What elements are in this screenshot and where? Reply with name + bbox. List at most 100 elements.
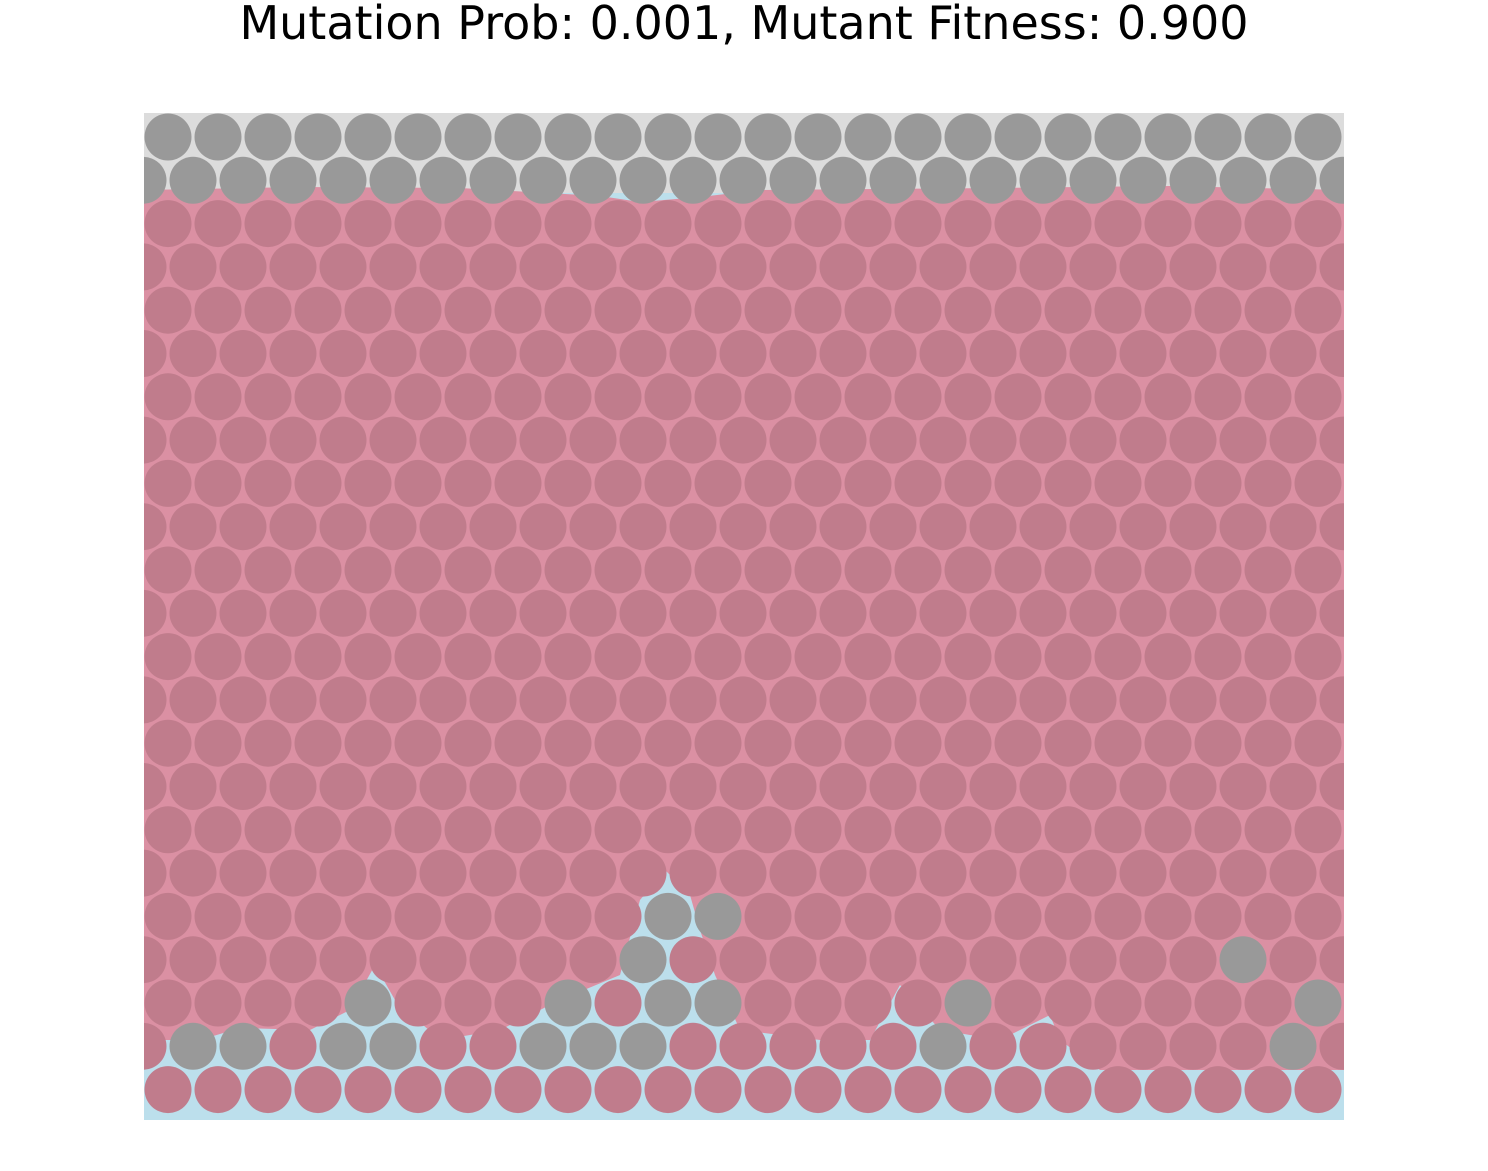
mutant-cell (819, 936, 867, 984)
wild-cell (544, 979, 592, 1027)
mutant-cell (394, 979, 442, 1027)
mutant-cell (944, 806, 992, 854)
mutant-cell (144, 373, 192, 421)
mutant-cell (969, 330, 1017, 377)
mutant-cell (1269, 676, 1317, 724)
mutant-cell (569, 330, 617, 377)
mutant-cell (994, 979, 1042, 1027)
mutant-cell (919, 589, 967, 637)
mutant-cell (444, 1066, 492, 1114)
mutant-cell (669, 849, 717, 897)
mutant-cell (294, 633, 342, 681)
mutant-cell (794, 633, 842, 681)
mutant-cell (1069, 330, 1117, 377)
mutant-cell (744, 719, 792, 767)
mutant-cell (194, 200, 242, 248)
mutant-cell (669, 1022, 717, 1070)
mutant-cell (1019, 503, 1067, 551)
mutant-cell (544, 719, 592, 767)
wild-cell (1044, 113, 1092, 161)
mutant-cell (819, 330, 867, 377)
mutant-cell (169, 243, 217, 291)
mutant-cell (1094, 373, 1142, 421)
mutant-cell (919, 503, 967, 551)
mutant-cell (1169, 676, 1217, 724)
mutant-cell (169, 849, 217, 897)
mutant-cell (694, 633, 742, 681)
mutant-cell (1044, 719, 1092, 767)
mutant-cell (844, 633, 892, 681)
mutant-cell (469, 676, 517, 724)
mutant-cell (494, 373, 542, 421)
mutant-cell (219, 936, 267, 984)
mutant-cell (369, 330, 417, 377)
mutant-cell (669, 330, 717, 377)
mutant-cell (1294, 806, 1342, 854)
mutant-cell (144, 676, 167, 724)
mutant-cell (1019, 243, 1067, 291)
mutant-cell (1294, 286, 1342, 334)
mutant-cell (394, 459, 442, 507)
mutant-cell (369, 503, 417, 551)
mutant-cell (1094, 200, 1142, 248)
mutant-cell (394, 892, 442, 940)
wild-cell (694, 113, 742, 161)
wild-cell (944, 113, 992, 161)
mutant-cell (169, 676, 217, 724)
mutant-cell (594, 546, 642, 594)
mutant-cell (494, 633, 542, 681)
mutant-cell (944, 200, 992, 248)
mutant-cell (819, 243, 867, 291)
mutant-cell (1194, 373, 1242, 421)
mutant-cell (1044, 546, 1092, 594)
mutant-cell (1044, 373, 1092, 421)
mutant-cell (1294, 1066, 1342, 1114)
mutant-cell (969, 1022, 1017, 1070)
mutant-cell (1144, 806, 1192, 854)
mutant-cell (244, 546, 292, 594)
mutant-cell (1144, 200, 1192, 248)
mutant-cell (869, 330, 917, 377)
mutant-cell (219, 416, 267, 464)
wild-cell (1119, 156, 1167, 204)
mutant-cell (1169, 589, 1217, 637)
mutant-cell (894, 459, 942, 507)
mutant-cell (844, 719, 892, 767)
mutant-cell (944, 546, 992, 594)
wild-cell (169, 1022, 217, 1070)
mutant-cell (469, 849, 517, 897)
mutant-cell (894, 286, 942, 334)
mutant-cell (369, 849, 417, 897)
mutant-cell (1194, 459, 1242, 507)
mutant-cell (244, 719, 292, 767)
mutant-cell (1319, 330, 1344, 377)
wild-cell (194, 113, 242, 161)
mutant-cell (1094, 546, 1142, 594)
mutant-cell (1069, 416, 1117, 464)
mutant-cell (144, 330, 167, 377)
mutant-cell (319, 416, 367, 464)
mutant-cell (844, 979, 892, 1027)
mutant-cell (294, 719, 342, 767)
mutant-cell (1044, 979, 1092, 1027)
mutant-cell (1069, 763, 1117, 810)
wild-cell (369, 156, 417, 204)
mutant-cell (244, 806, 292, 854)
mutant-cell (394, 546, 442, 594)
wild-cell (794, 113, 842, 161)
mutant-cell (394, 633, 442, 681)
wild-cell (544, 113, 592, 161)
mutant-cell (194, 892, 242, 940)
mutant-cell (1319, 589, 1344, 637)
mutant-cell (669, 936, 717, 984)
mutant-cell (1169, 503, 1217, 551)
mutant-cell (269, 589, 317, 637)
mutant-cell (894, 979, 942, 1027)
mutant-cell (619, 763, 667, 810)
mutant-cell (594, 806, 642, 854)
mutant-cell (469, 763, 517, 810)
mutant-cell (694, 806, 742, 854)
mutant-cell (219, 589, 267, 637)
mutant-cell (1194, 286, 1242, 334)
mutant-cell (1019, 676, 1067, 724)
